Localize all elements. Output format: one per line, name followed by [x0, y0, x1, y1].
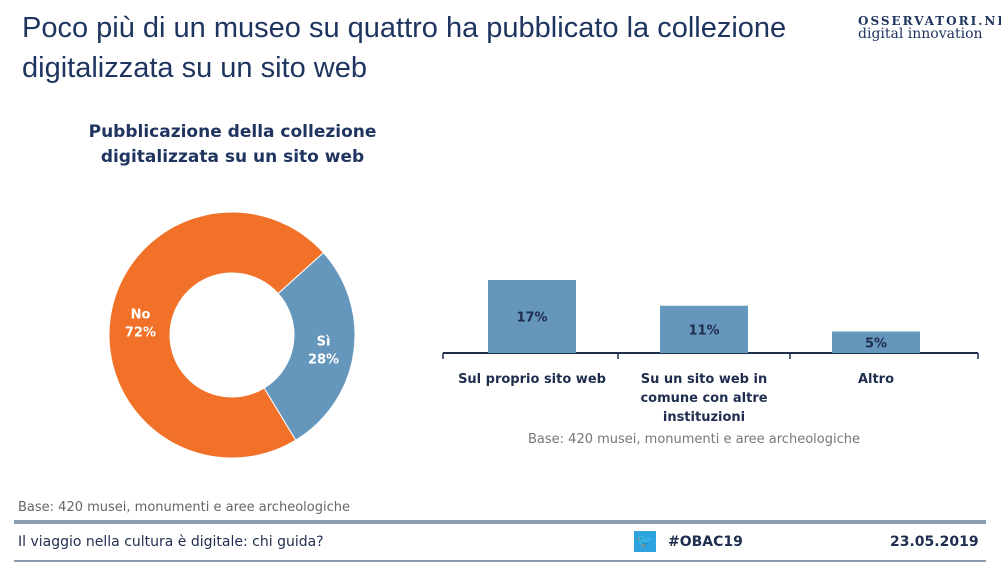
logo: OSSERVATORI.NET digital innovation: [858, 14, 1001, 42]
logo-line2: digital innovation: [858, 26, 983, 42]
slice-label: No: [131, 307, 151, 322]
slice-value: 28%: [308, 353, 339, 368]
bar: [488, 280, 576, 353]
twitter-icon: 🐦: [634, 531, 656, 552]
date: 23.05.2019: [890, 534, 979, 550]
logo-line1: OSSERVATORI.NET: [858, 14, 1001, 28]
page-title: Poco più di un museo su quattro ha pubbl…: [22, 12, 787, 84]
bar-base-note: Base: 420 musei, monumenti e aree archeo…: [528, 432, 860, 447]
bar-value-label: 11%: [688, 323, 719, 338]
divider: [14, 560, 986, 562]
divider: [14, 520, 986, 524]
donut-slice-1: [108, 211, 325, 459]
hashtag: #OBAC19: [668, 534, 743, 550]
donut-base-note: Base: 420 musei, monumenti e aree archeo…: [18, 500, 350, 515]
bar-category-label: Su un sito web in comune con altre insti…: [640, 372, 768, 425]
bar-value-label: 17%: [516, 311, 547, 326]
bar-category-label: Altro: [857, 372, 895, 387]
footer-title: Il viaggio nella cultura è digitale: chi…: [18, 534, 324, 550]
donut-slice-0: [263, 251, 356, 441]
slice-value: 72%: [125, 325, 156, 340]
bar-category-label: Sul proprio sito web: [458, 372, 606, 387]
slice-label: Sì: [317, 335, 331, 350]
bar: [832, 331, 920, 353]
bar-value-label: 5%: [865, 336, 887, 351]
donut-title: Pubblicazione della collezione digitaliz…: [88, 122, 377, 167]
bar: [660, 305, 748, 353]
